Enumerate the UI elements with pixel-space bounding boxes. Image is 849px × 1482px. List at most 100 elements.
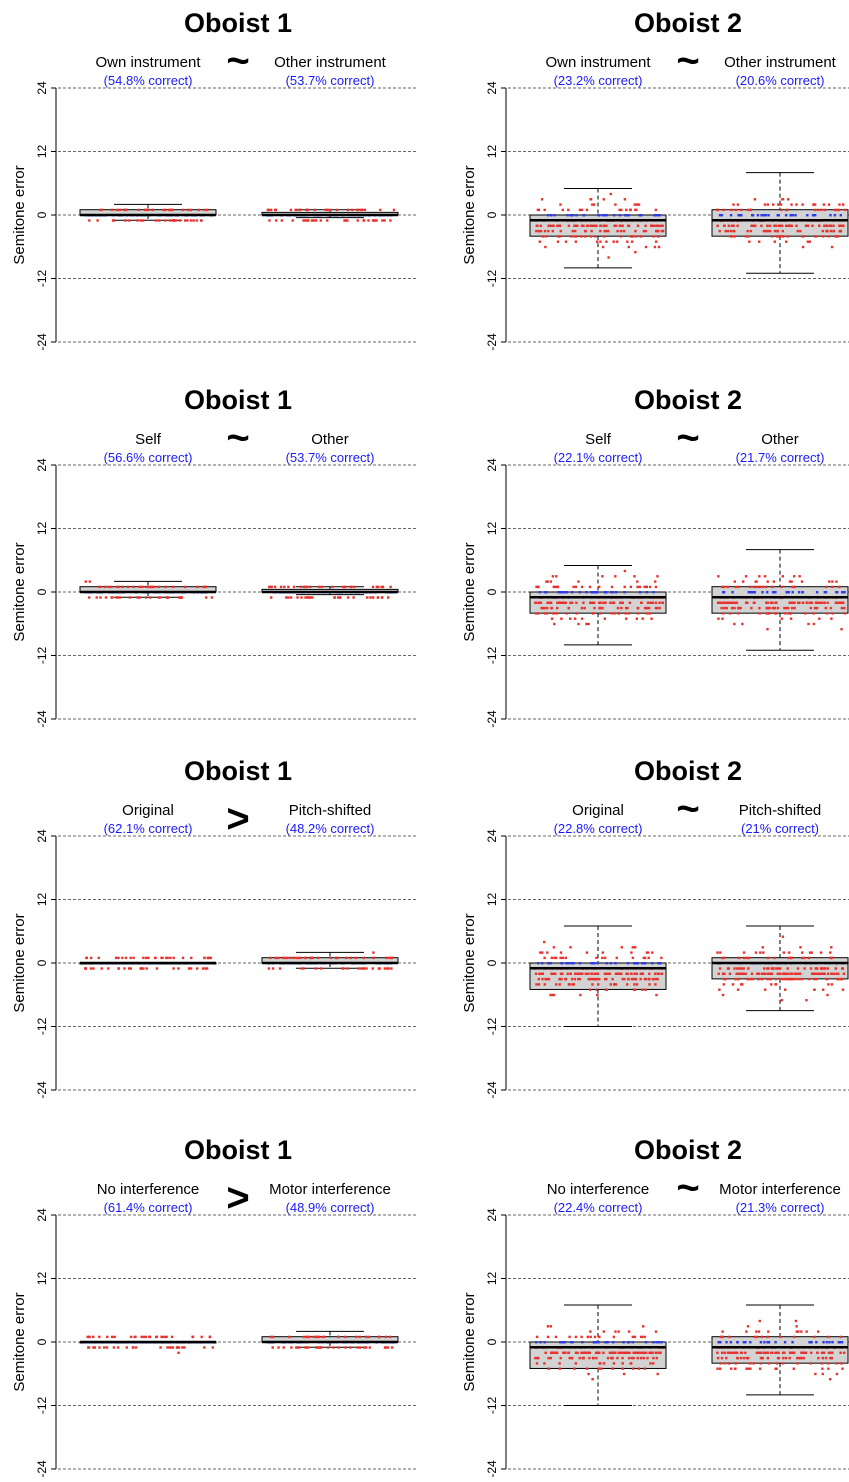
data-point-error [763, 575, 767, 578]
data-point-error [825, 224, 828, 227]
data-point-correct [627, 1341, 631, 1344]
data-point-error [842, 601, 845, 604]
y-axis-label: Semitone error [461, 913, 478, 1012]
data-point-error [737, 956, 741, 960]
data-point-error [724, 977, 727, 981]
data-point-error [836, 977, 840, 981]
data-point-error [727, 601, 731, 604]
data-point-error [129, 967, 132, 970]
data-point-error [812, 203, 815, 206]
data-point-error [556, 1351, 559, 1354]
data-point-error [747, 956, 751, 960]
y-tick-label: 24 [485, 81, 499, 95]
data-point-error [165, 1335, 168, 1339]
data-point-error [580, 1351, 583, 1354]
data-point-error [557, 235, 560, 238]
data-point-error [635, 972, 638, 975]
data-point-error [650, 601, 653, 604]
data-point-error [295, 956, 298, 960]
data-point-error [748, 240, 751, 243]
data-point-error [829, 229, 832, 233]
data-point-error [632, 1356, 635, 1360]
data-point-correct [764, 214, 768, 217]
data-point-error [801, 601, 805, 604]
data-point-error [278, 967, 282, 970]
data-point-error [777, 1356, 781, 1360]
data-point-error [381, 219, 384, 222]
data-point-error [773, 240, 776, 243]
data-point-error [634, 229, 637, 233]
data-point-error [363, 1346, 366, 1349]
data-point-error [827, 1335, 830, 1339]
data-point-error [124, 219, 127, 222]
data-point-correct [840, 1341, 844, 1344]
data-point-error [764, 972, 767, 975]
data-point-correct [578, 591, 581, 594]
data-point-correct [717, 1341, 720, 1344]
series-accuracy: (23.2% correct) [554, 73, 643, 88]
data-point-error [289, 596, 293, 599]
data-point-error [183, 1346, 186, 1349]
data-point-error [823, 967, 826, 970]
data-point-correct [596, 591, 599, 594]
data-point-error [629, 585, 632, 589]
data-point-error [808, 977, 811, 981]
data-point-error [652, 235, 655, 238]
data-point-error [547, 977, 551, 981]
data-point-error [535, 1362, 539, 1365]
data-point-error [798, 1356, 801, 1360]
data-point-error [772, 580, 776, 583]
data-point-error [810, 1351, 813, 1354]
data-point-error [591, 1378, 594, 1381]
data-point-error [118, 596, 122, 599]
data-point-error [835, 208, 839, 212]
data-point-error [567, 224, 571, 227]
data-point-error [787, 606, 790, 610]
data-point-error [372, 956, 375, 960]
data-point-error [734, 1362, 737, 1365]
data-point-error [741, 622, 744, 626]
data-point-error [721, 972, 725, 975]
data-point-error [774, 612, 777, 615]
data-point-error [642, 1325, 645, 1328]
data-point-correct [571, 214, 575, 217]
data-point-error [775, 235, 779, 238]
data-point-correct [660, 1341, 663, 1344]
data-point-error [764, 585, 768, 589]
data-point-error [766, 628, 769, 631]
data-point-error [789, 612, 792, 615]
data-point-error [603, 235, 606, 238]
data-point-error [800, 1351, 803, 1354]
data-point-error [645, 606, 648, 610]
data-point-error [365, 1335, 368, 1339]
data-point-error [151, 208, 155, 212]
data-point-error [329, 956, 332, 960]
data-point-error [559, 203, 562, 206]
y-tick-label: 12 [485, 1272, 499, 1286]
data-point-error [315, 1346, 318, 1349]
data-point-error [803, 967, 806, 970]
data-point-error [840, 628, 843, 631]
data-point-error [362, 219, 365, 222]
y-tick-label: 0 [485, 588, 499, 595]
data-point-error [117, 956, 120, 960]
data-point-error [537, 601, 540, 604]
data-point-error [766, 1356, 769, 1360]
data-point-correct [538, 591, 541, 594]
data-point-error [372, 219, 375, 222]
data-point-correct [767, 1341, 771, 1344]
data-point-error [644, 245, 648, 249]
data-point-error [828, 580, 831, 583]
chart-title: Oboist 1 [184, 385, 292, 415]
data-point-error [749, 229, 753, 233]
data-point-error [754, 585, 757, 589]
data-point-error [589, 601, 592, 604]
data-point-error [551, 972, 555, 975]
data-point-error [800, 1356, 803, 1360]
data-point-error [614, 1330, 617, 1333]
data-point-error [731, 224, 735, 227]
data-point-error [284, 956, 287, 960]
data-point-error [805, 1330, 808, 1333]
data-point-error [385, 956, 388, 960]
data-point-error [630, 972, 633, 975]
